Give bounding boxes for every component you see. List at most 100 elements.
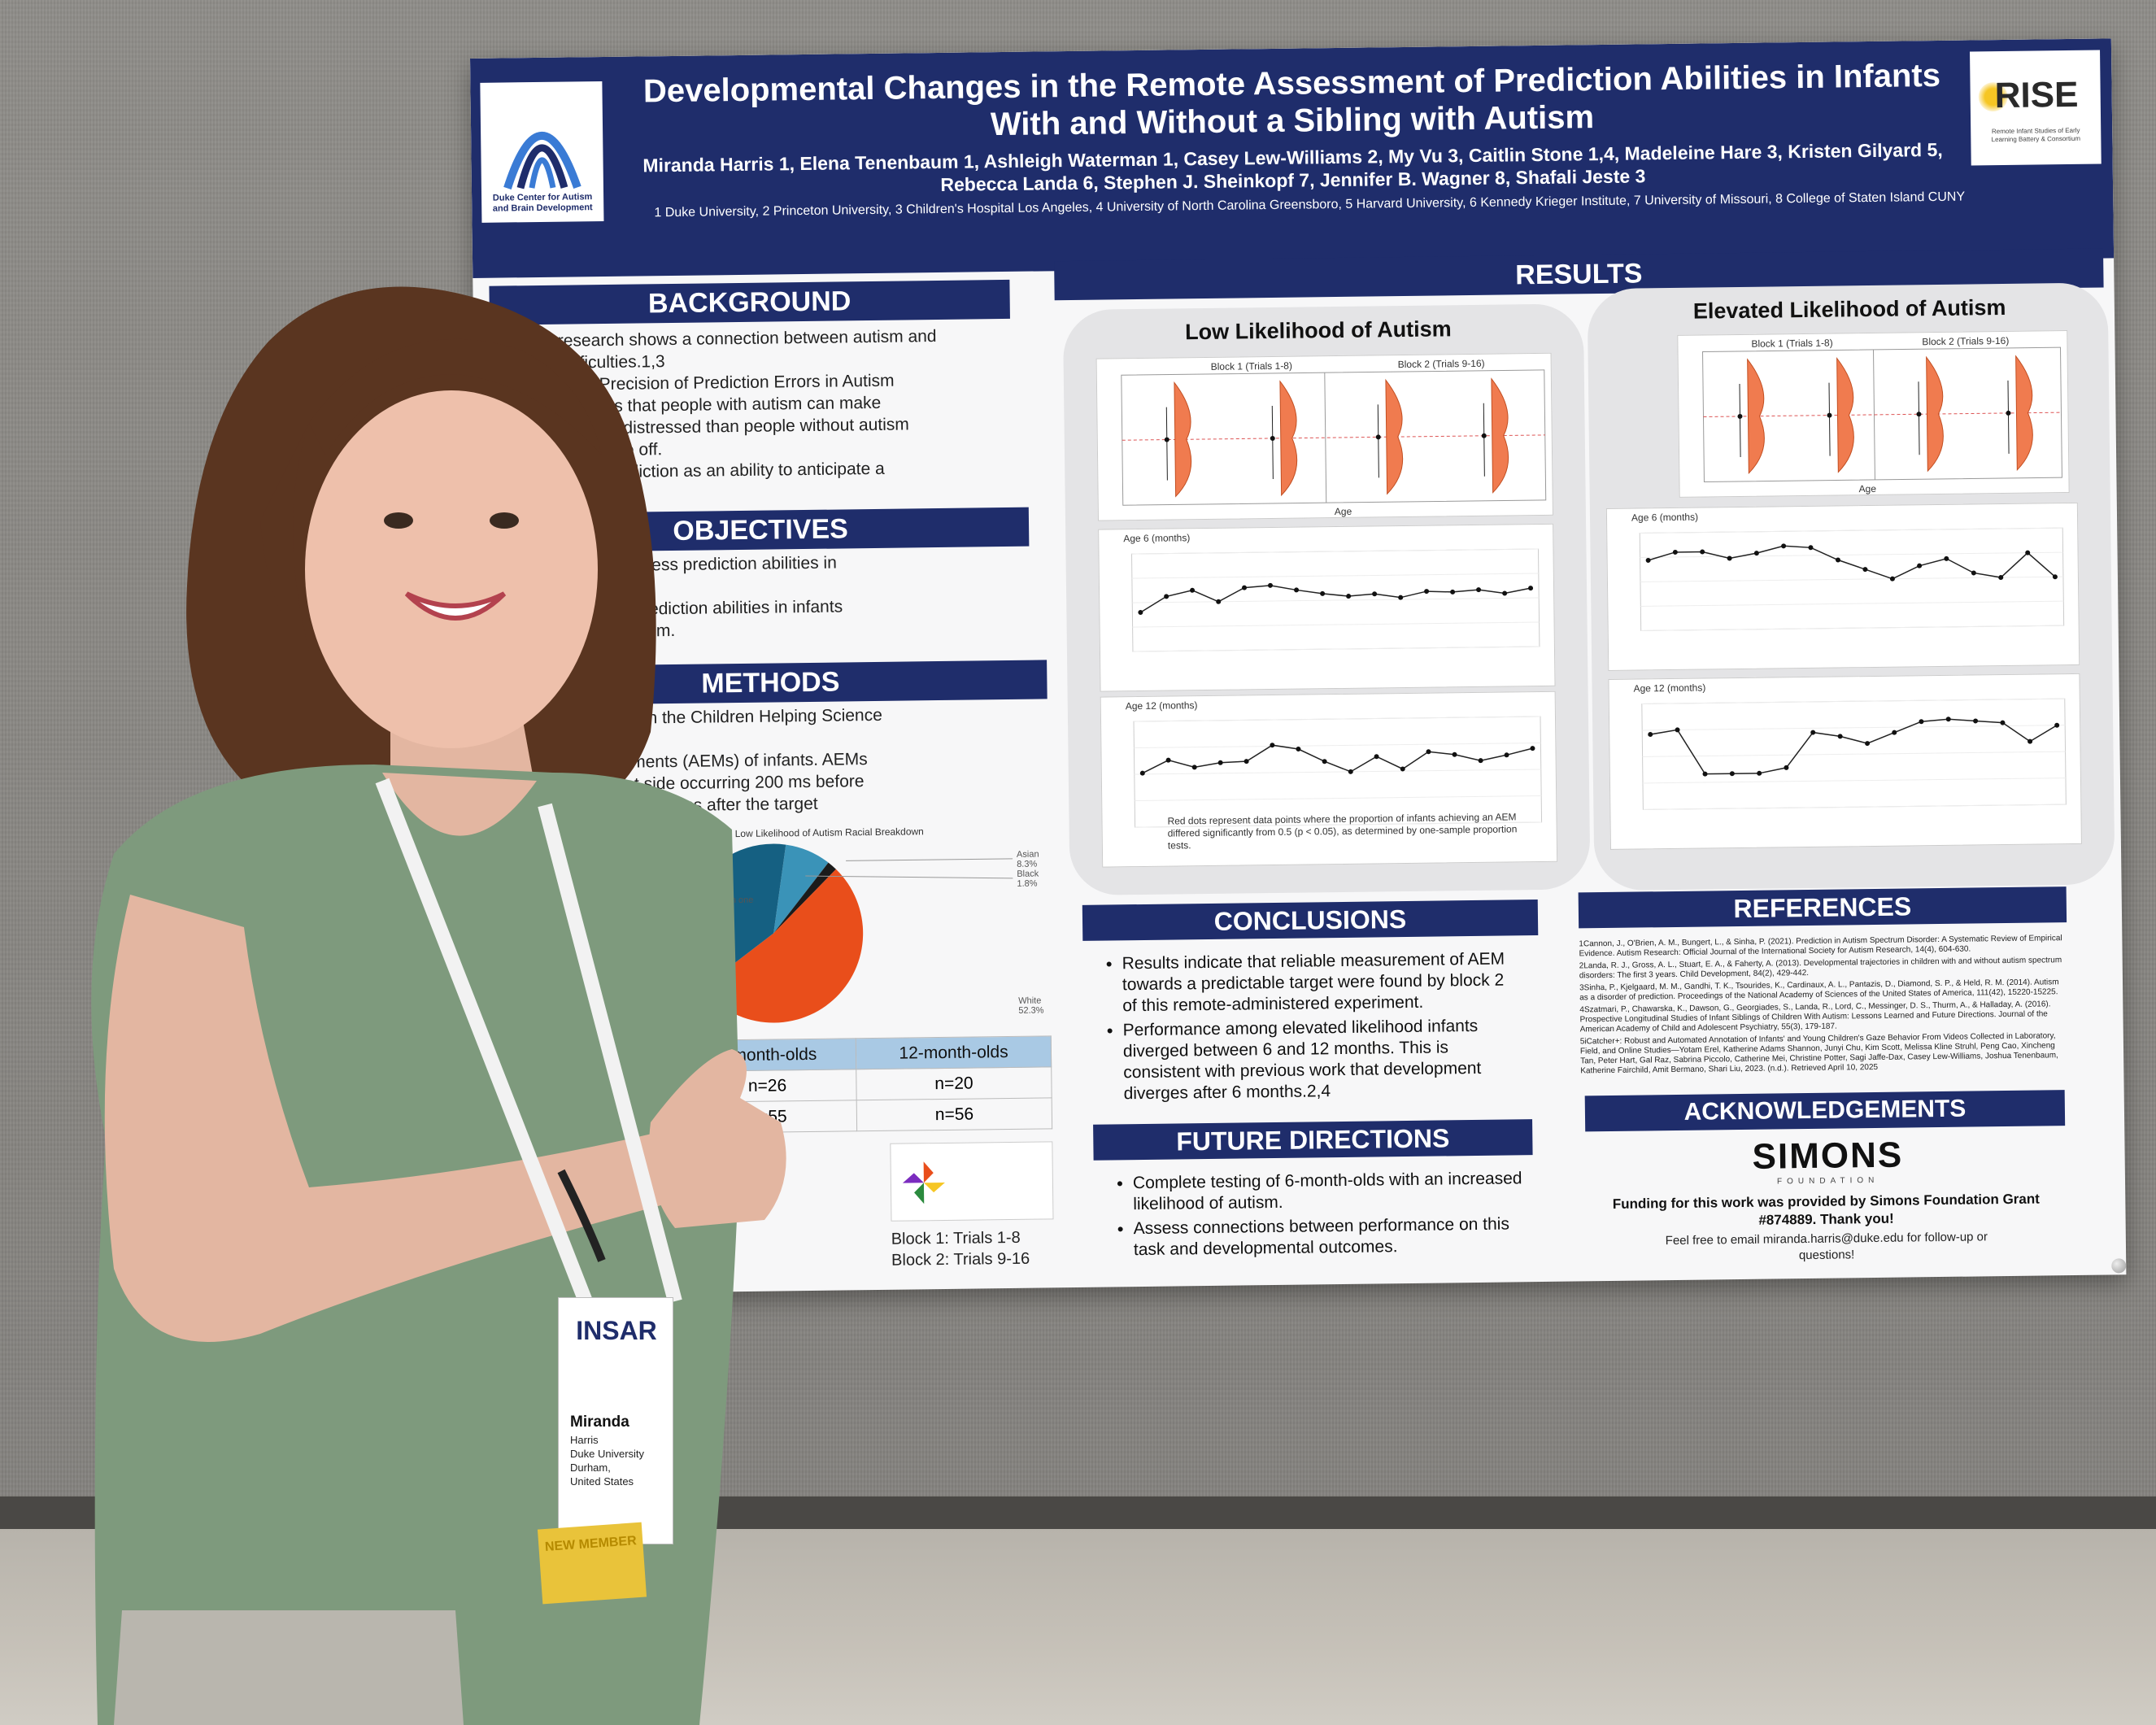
data-point — [1810, 730, 1816, 735]
methods-text: mpleted remotely on the Children Helping… — [503, 703, 1041, 819]
data-point — [1320, 590, 1326, 596]
wall-base-trim — [0, 1496, 2156, 1529]
pie-label: Black — [1017, 869, 1039, 879]
gridline — [1640, 576, 2063, 582]
gridline — [1134, 742, 1541, 749]
methods-lower-text: 85 or higher 5 frames across ts need to h… — [507, 1104, 786, 1283]
data-point — [1700, 549, 1705, 555]
mean-point — [1481, 433, 1487, 438]
data-point — [1346, 594, 1352, 599]
violin-shape — [1385, 378, 1404, 495]
low-block1-label: Block 1 (Trials 1-8) — [1210, 359, 1293, 372]
data-point — [1892, 730, 1897, 735]
references-list: 1Cannon, J., O'Brien, A. M., Bungert, L.… — [1579, 934, 2068, 1078]
data-point — [1917, 563, 1923, 568]
gridline — [1132, 621, 1540, 628]
data-point — [2054, 722, 2060, 728]
objectives-heading: OBJECTIVES — [491, 507, 1030, 553]
pie-slice — [773, 844, 829, 934]
background-heading: BACKGROUND — [489, 279, 1010, 325]
reference-item: 2Landa, R. J., Gross, A. L., Stuart, E. … — [1579, 956, 2062, 981]
conclusions-list: Results indicate that reliable measureme… — [1100, 948, 1524, 1108]
name-badge: INSAR Miranda Harris Duke University Dur… — [558, 1297, 673, 1544]
data-point — [1729, 771, 1735, 777]
data-point — [1452, 751, 1457, 757]
gridline — [1641, 698, 2065, 704]
data-point — [1889, 576, 1895, 582]
gridline — [1131, 573, 1539, 579]
line-chart-svg — [1130, 548, 1540, 652]
data-point — [1164, 594, 1169, 599]
text-line: lyses. — [509, 1264, 547, 1282]
error-bar — [1165, 407, 1168, 481]
list-item: Performance among elevated likelihood in… — [1123, 1015, 1524, 1104]
data-point — [1400, 766, 1405, 772]
gridline — [1640, 551, 2063, 558]
author-list: Miranda Harris 1, Elena Tenenbaum 1, Ash… — [625, 138, 1960, 200]
data-point — [1450, 589, 1456, 595]
line-chart-svg — [1639, 527, 2065, 631]
data-point — [1672, 549, 1678, 555]
funding-text: Funding for this work was provided by Si… — [1612, 1191, 2040, 1228]
data-point — [1528, 586, 1534, 591]
data-point — [1944, 555, 1949, 561]
data-point — [1191, 764, 1197, 770]
mean-point — [1164, 437, 1169, 442]
error-bar — [1828, 382, 1831, 456]
low-violin-chart: Block 1 (Trials 1-8) Block 2 (Trials 9-1… — [1095, 352, 1553, 521]
background-text: revious research shows a connection betw… — [498, 325, 1021, 507]
violin-shape — [1747, 358, 1765, 475]
acknowledgements-heading: ACKNOWLEDGEMENTS — [1584, 1090, 2066, 1132]
violin-shape — [1279, 380, 1298, 497]
gridline — [1134, 769, 1541, 775]
data-point — [1478, 758, 1483, 764]
gridline — [1640, 625, 2064, 631]
contact-text: Feel free to email miranda.harris@duke.e… — [1665, 1230, 1988, 1263]
data-point — [1296, 747, 1301, 752]
mean-point — [1916, 412, 1922, 417]
data-point — [1781, 543, 1787, 549]
data-point — [1244, 759, 1249, 764]
data-point — [1322, 759, 1327, 764]
research-poster: Duke Center for Autism and Brain Develop… — [470, 38, 2127, 1295]
mean-point — [1375, 434, 1381, 440]
data-point — [1530, 746, 1535, 751]
error-bar — [1271, 405, 1274, 479]
data-point — [1242, 585, 1248, 590]
violin-shape — [2015, 355, 2033, 472]
data-point — [1398, 595, 1404, 600]
facet-divider — [1324, 372, 1327, 503]
error-bar — [1377, 404, 1379, 478]
mean-point — [2006, 410, 2011, 416]
data-point — [1139, 770, 1145, 776]
duke-logo: Duke Center for Autism and Brain Develop… — [480, 81, 604, 223]
table-cell: n=20 — [856, 1066, 1052, 1100]
data-point — [1702, 771, 1708, 777]
violin-shape — [1174, 381, 1192, 498]
data-point — [1865, 741, 1871, 747]
error-bar — [2007, 380, 2010, 454]
error-bar — [1483, 403, 1485, 477]
pinwheel-icon — [902, 1161, 945, 1204]
pie-label: re than one — [708, 895, 754, 906]
series-line — [1139, 585, 1531, 613]
low-age6-chart: Age 6 (months) — [1098, 523, 1556, 692]
series-line — [1650, 718, 2058, 775]
gridline — [1640, 527, 2063, 534]
data-point — [1753, 551, 1759, 556]
pie-slice — [773, 862, 836, 934]
data-point — [1190, 587, 1196, 593]
violin-svg — [1121, 369, 1547, 506]
leader-line — [846, 858, 1013, 861]
data-point — [1835, 557, 1840, 563]
data-point — [2000, 720, 2006, 725]
conclusions-heading: CONCLUSIONS — [1082, 900, 1539, 941]
series-line — [1648, 545, 2056, 580]
elevated-panel-title: Elevated Likelihood of Autism — [1692, 294, 2006, 324]
data-point — [1504, 752, 1509, 758]
elevated-violin-chart: Block 1 (Trials 1-8) Block 2 (Trials 9-1… — [1677, 330, 2070, 498]
list-item: Complete testing of 6-month-olds with an… — [1133, 1168, 1534, 1215]
data-point — [1294, 587, 1300, 593]
gridline — [1134, 716, 1540, 722]
data-point — [1784, 764, 1789, 770]
